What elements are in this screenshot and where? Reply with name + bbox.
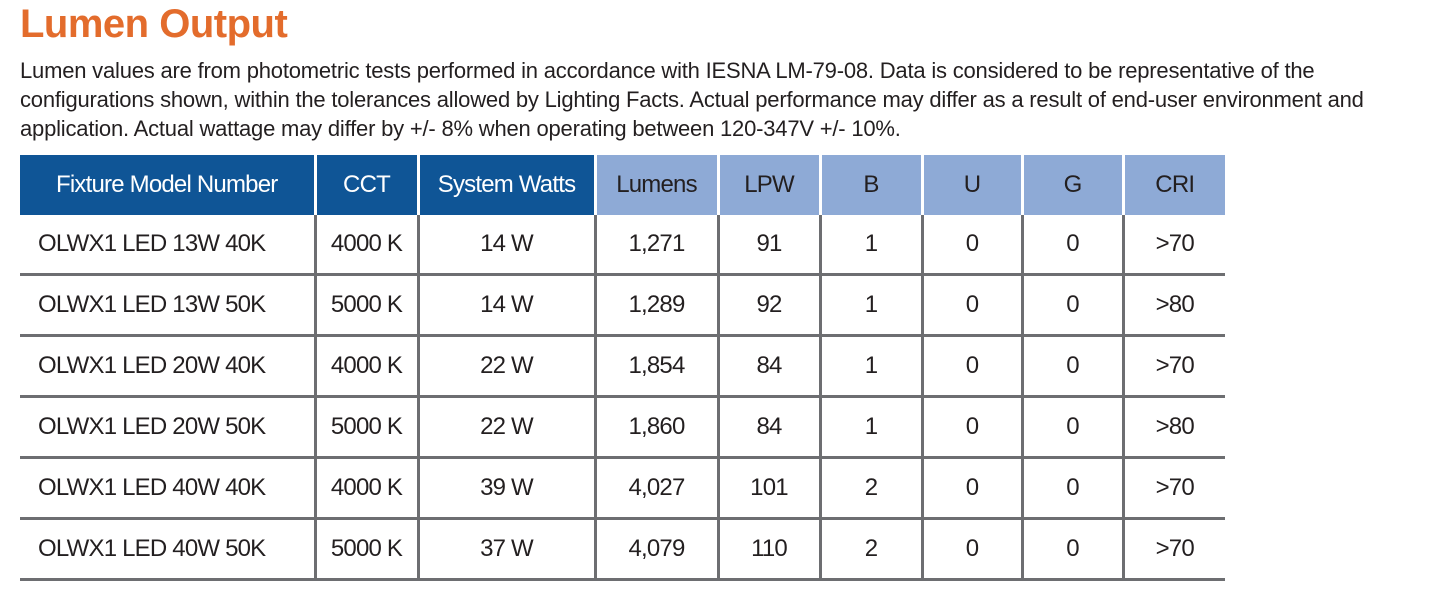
table-cell: 1,271 xyxy=(593,215,718,276)
table-body: OLWX1 LED 13W 40K 4000 K 14 W 1,271 91 1 0 0 >70… xyxy=(20,215,1225,581)
table-cell: 4000 K xyxy=(313,335,418,398)
column-header: CCT xyxy=(313,155,418,215)
table-cell: 0 xyxy=(1020,396,1123,459)
table-cell: OLWX1 LED 13W 50K xyxy=(20,274,315,337)
table-cell: 5000 K xyxy=(313,274,418,337)
table-cell: 1 xyxy=(818,335,922,398)
header-row: Fixture Model Number CCT System Watts Lumen… xyxy=(20,155,1225,215)
column-header: CRI xyxy=(1121,155,1225,215)
column-header: B xyxy=(818,155,922,215)
table-cell: >70 xyxy=(1121,215,1225,276)
table-cell: 0 xyxy=(1020,518,1123,581)
table-cell: 0 xyxy=(1020,457,1123,520)
table-cell: 0 xyxy=(1020,335,1123,398)
table-cell: 4000 K xyxy=(313,215,418,276)
table-cell: >70 xyxy=(1121,457,1225,520)
lumen-table: Fixture Model Number CCT System Watts Lumen… xyxy=(20,155,1225,581)
table-cell: >80 xyxy=(1121,274,1225,337)
table-row: OLWX1 LED 13W 50K 5000 K 14 W 1,289 92 1 0 0 >80 xyxy=(20,274,1225,337)
table-cell: 1 xyxy=(818,274,922,337)
table-cell: 0 xyxy=(1020,215,1123,276)
table-cell: 39 W xyxy=(416,457,595,520)
table-cell: 1 xyxy=(818,396,922,459)
table-cell: 2 xyxy=(818,518,922,581)
table-row: OLWX1 LED 40W 40K 4000 K 39 W 4,027 101 2 0 0 >7… xyxy=(20,457,1225,520)
table-cell: 14 W xyxy=(416,274,595,337)
table-cell: 84 xyxy=(716,396,820,459)
table-cell: OLWX1 LED 20W 40K xyxy=(20,335,315,398)
table-cell: OLWX1 LED 40W 40K xyxy=(20,457,315,520)
table-cell: 4,027 xyxy=(593,457,718,520)
table-row: OLWX1 LED 20W 50K 5000 K 22 W 1,860 84 1 0 0 >80 xyxy=(20,396,1225,459)
table-cell: 22 W xyxy=(416,335,595,398)
table-cell: 37 W xyxy=(416,518,595,581)
table-cell: 0 xyxy=(920,274,1022,337)
column-header: Fixture Model Number xyxy=(20,155,315,215)
table-cell: 0 xyxy=(1020,274,1123,337)
table-cell: 91 xyxy=(716,215,820,276)
table-row: OLWX1 LED 40W 50K 5000 K 37 W 4,079 110 2 0 0 >7… xyxy=(20,518,1225,581)
table-cell: 0 xyxy=(920,335,1022,398)
table-cell: 4000 K xyxy=(313,457,418,520)
table-cell: 0 xyxy=(920,215,1022,276)
table-cell: 14 W xyxy=(416,215,595,276)
table-cell: 92 xyxy=(716,274,820,337)
column-header: G xyxy=(1020,155,1123,215)
table-cell: >70 xyxy=(1121,335,1225,398)
table-row: OLWX1 LED 20W 40K 4000 K 22 W 1,854 84 1 0 0 >70 xyxy=(20,335,1225,398)
title: Lumen Output xyxy=(20,2,288,46)
table-cell: 0 xyxy=(920,518,1022,581)
table-cell: OLWX1 LED 20W 50K xyxy=(20,396,315,459)
table-cell: 0 xyxy=(920,396,1022,459)
table-cell: 101 xyxy=(716,457,820,520)
column-header: U xyxy=(920,155,1022,215)
table-cell: 22 W xyxy=(416,396,595,459)
table-cell: OLWX1 LED 13W 40K xyxy=(20,215,315,276)
table-cell: >70 xyxy=(1121,518,1225,581)
table-cell: 1,854 xyxy=(593,335,718,398)
table-cell: >80 xyxy=(1121,396,1225,459)
table-cell: 5000 K xyxy=(313,518,418,581)
table-cell: 4,079 xyxy=(593,518,718,581)
table-cell: 2 xyxy=(818,457,922,520)
table-cell: 110 xyxy=(716,518,820,581)
table-row: OLWX1 LED 13W 40K 4000 K 14 W 1,271 91 1 0 0 >70 xyxy=(20,215,1225,276)
table-cell: 1,860 xyxy=(593,396,718,459)
description: Lumen values are from photometric tests … xyxy=(20,58,1364,141)
table-cell: 84 xyxy=(716,335,820,398)
table-cell: 0 xyxy=(920,457,1022,520)
table-cell: 1,289 xyxy=(593,274,718,337)
table-cell: 5000 K xyxy=(313,396,418,459)
column-header: Lumens xyxy=(593,155,718,215)
column-header: LPW xyxy=(716,155,820,215)
column-header: System Watts xyxy=(416,155,595,215)
table-cell: OLWX1 LED 40W 50K xyxy=(20,518,315,581)
table-cell: 1 xyxy=(818,215,922,276)
